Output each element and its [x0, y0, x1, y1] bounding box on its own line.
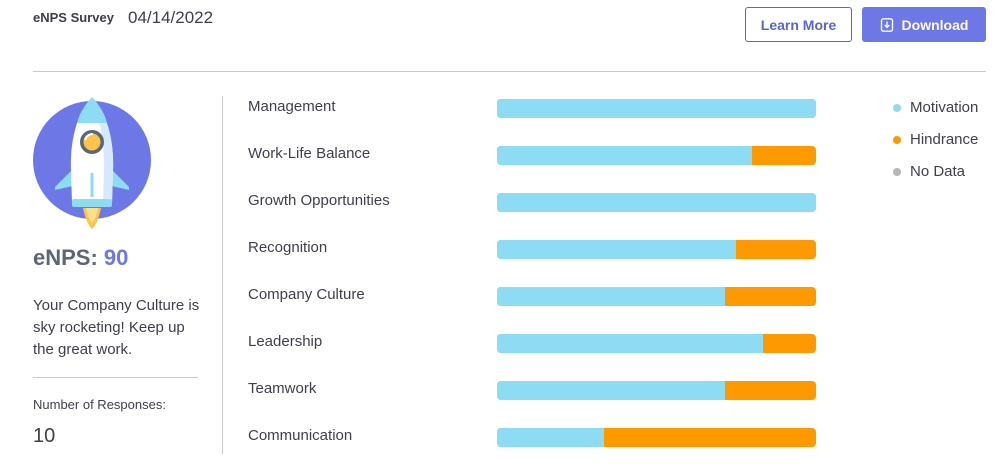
category-label: Management	[248, 98, 336, 115]
category-bar	[497, 240, 816, 259]
legend-dot	[893, 104, 901, 112]
category-row-communication: Communication	[248, 425, 818, 449]
responses-label: Number of Responses:	[33, 397, 166, 412]
category-bar	[497, 99, 816, 118]
motivation-fill	[497, 146, 753, 165]
category-row-growth-opportunities: Growth Opportunities	[248, 190, 818, 214]
category-label: Communication	[248, 427, 353, 444]
page-header: eNPS Survey 04/14/2022 Learn More Downlo…	[0, 0, 1005, 72]
download-label: Download	[901, 16, 969, 33]
legend-item-no-data: No Data	[893, 163, 978, 195]
category-row-work-life-balance: Work-Life Balance	[248, 143, 818, 167]
legend-dot	[893, 136, 901, 144]
category-row-company-culture: Company Culture	[248, 284, 818, 308]
motivation-fill	[497, 240, 737, 259]
category-label: Growth Opportunities	[248, 192, 390, 209]
category-bar	[497, 334, 816, 353]
category-label: Teamwork	[248, 380, 317, 397]
enps-label: eNPS:	[33, 245, 98, 270]
enps-score: eNPS: 90	[33, 245, 128, 271]
responses-value: 10	[33, 425, 56, 447]
motivation-fill	[497, 99, 816, 118]
rocket-icon	[33, 97, 151, 229]
summary-divider	[33, 377, 198, 378]
category-bar	[497, 287, 816, 306]
legend-dot	[893, 168, 901, 176]
motivation-fill	[497, 334, 764, 353]
survey-title: eNPS Survey	[33, 10, 114, 25]
legend-label: Motivation	[910, 99, 979, 116]
category-label: Leadership	[248, 333, 323, 350]
chart-legend: Motivation Hindrance No Data	[893, 99, 978, 195]
category-label: Recognition	[248, 239, 328, 256]
category-row-leadership: Leadership	[248, 331, 818, 355]
motivation-fill	[497, 193, 816, 212]
enps-value: 90	[103, 245, 129, 270]
category-row-management: Management	[248, 96, 818, 120]
category-bar	[497, 146, 816, 165]
category-row-recognition: Recognition	[248, 237, 818, 261]
category-bar	[497, 428, 816, 447]
motivation-fill	[497, 287, 726, 306]
survey-date: 04/14/2022	[128, 8, 214, 27]
learn-more-button[interactable]: Learn More	[745, 7, 852, 42]
category-row-teamwork: Teamwork	[248, 378, 818, 402]
culture-message: Your Company Culture is sky rocketing! K…	[33, 297, 200, 358]
motivation-fill	[497, 428, 604, 447]
legend-item-hindrance: Hindrance	[893, 131, 978, 163]
header-divider	[33, 71, 986, 72]
category-bar	[497, 381, 816, 400]
category-label: Company Culture	[248, 286, 365, 303]
download-button[interactable]: Download	[862, 7, 986, 42]
legend-label: No Data	[910, 163, 966, 180]
panel-divider	[222, 96, 223, 454]
download-icon	[880, 17, 893, 32]
category-bar	[497, 193, 816, 212]
legend-label: Hindrance	[910, 131, 979, 148]
legend-item-motivation: Motivation	[893, 99, 978, 131]
category-label: Work-Life Balance	[248, 145, 371, 162]
motivation-fill	[497, 381, 726, 400]
